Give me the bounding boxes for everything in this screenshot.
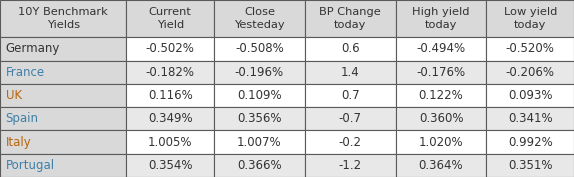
- Text: 0.6: 0.6: [341, 42, 359, 55]
- Bar: [395, 61, 486, 84]
- Text: -0.176%: -0.176%: [417, 66, 466, 79]
- Text: 1.020%: 1.020%: [418, 136, 463, 149]
- Text: 0.366%: 0.366%: [237, 159, 282, 172]
- Text: 0.364%: 0.364%: [418, 159, 463, 172]
- Text: 1.005%: 1.005%: [148, 136, 192, 149]
- Text: -0.508%: -0.508%: [235, 42, 284, 55]
- Bar: [486, 84, 574, 107]
- Bar: [395, 0, 486, 37]
- Text: -0.494%: -0.494%: [417, 42, 466, 55]
- Bar: [214, 107, 305, 130]
- Bar: [0, 61, 126, 84]
- Text: 0.360%: 0.360%: [419, 112, 463, 125]
- Text: UK: UK: [6, 89, 22, 102]
- Text: 0.116%: 0.116%: [148, 89, 193, 102]
- Bar: [305, 107, 395, 130]
- Text: 0.109%: 0.109%: [237, 89, 282, 102]
- Bar: [214, 0, 305, 37]
- Text: 0.122%: 0.122%: [418, 89, 463, 102]
- Bar: [305, 130, 395, 154]
- Text: High yield
today: High yield today: [412, 7, 470, 30]
- Bar: [395, 37, 486, 61]
- Bar: [214, 61, 305, 84]
- Bar: [126, 0, 214, 37]
- Bar: [305, 154, 395, 177]
- Text: Low yield
today: Low yield today: [503, 7, 557, 30]
- Bar: [126, 154, 214, 177]
- Bar: [0, 84, 126, 107]
- Bar: [305, 0, 395, 37]
- Text: 0.351%: 0.351%: [508, 159, 552, 172]
- Text: -1.2: -1.2: [339, 159, 362, 172]
- Text: Current
Yield: Current Yield: [149, 7, 192, 30]
- Text: 0.093%: 0.093%: [508, 89, 552, 102]
- Bar: [305, 37, 395, 61]
- Text: 0.992%: 0.992%: [508, 136, 553, 149]
- Bar: [486, 107, 574, 130]
- Bar: [126, 107, 214, 130]
- Text: -0.502%: -0.502%: [146, 42, 195, 55]
- Text: France: France: [6, 66, 45, 79]
- Bar: [214, 37, 305, 61]
- Text: 10Y Benchmark
Yields: 10Y Benchmark Yields: [18, 7, 108, 30]
- Text: 0.349%: 0.349%: [148, 112, 192, 125]
- Bar: [486, 130, 574, 154]
- Text: BP Change
today: BP Change today: [319, 7, 381, 30]
- Bar: [486, 37, 574, 61]
- Bar: [0, 154, 126, 177]
- Bar: [0, 107, 126, 130]
- Bar: [126, 37, 214, 61]
- Text: Close
Yesteday: Close Yesteday: [234, 7, 285, 30]
- Bar: [395, 130, 486, 154]
- Text: -0.2: -0.2: [339, 136, 362, 149]
- Bar: [395, 154, 486, 177]
- Bar: [126, 61, 214, 84]
- Text: 0.341%: 0.341%: [508, 112, 553, 125]
- Text: 1.007%: 1.007%: [237, 136, 282, 149]
- Text: -0.206%: -0.206%: [506, 66, 554, 79]
- Bar: [395, 84, 486, 107]
- Text: Spain: Spain: [6, 112, 38, 125]
- Text: -0.7: -0.7: [339, 112, 362, 125]
- Text: -0.182%: -0.182%: [146, 66, 195, 79]
- Text: Italy: Italy: [6, 136, 32, 149]
- Bar: [126, 130, 214, 154]
- Bar: [395, 107, 486, 130]
- Bar: [0, 130, 126, 154]
- Bar: [486, 61, 574, 84]
- Text: 0.7: 0.7: [341, 89, 359, 102]
- Text: 0.354%: 0.354%: [148, 159, 192, 172]
- Bar: [214, 84, 305, 107]
- Bar: [214, 154, 305, 177]
- Bar: [305, 84, 395, 107]
- Text: 1.4: 1.4: [341, 66, 360, 79]
- Text: -0.520%: -0.520%: [506, 42, 554, 55]
- Text: -0.196%: -0.196%: [235, 66, 284, 79]
- Bar: [214, 130, 305, 154]
- Text: Germany: Germany: [6, 42, 60, 55]
- Bar: [486, 154, 574, 177]
- Bar: [0, 0, 126, 37]
- Text: Portugal: Portugal: [6, 159, 55, 172]
- Bar: [126, 84, 214, 107]
- Bar: [0, 37, 126, 61]
- Text: 0.356%: 0.356%: [237, 112, 282, 125]
- Bar: [486, 0, 574, 37]
- Bar: [305, 61, 395, 84]
